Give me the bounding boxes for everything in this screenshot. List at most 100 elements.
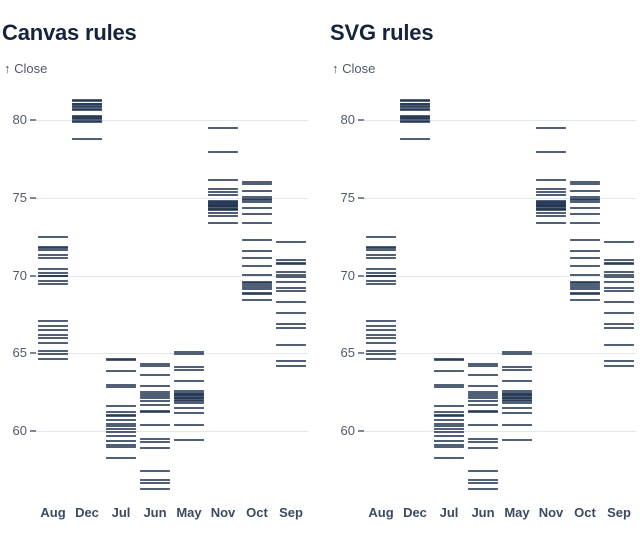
tick-mark — [276, 360, 306, 363]
tick-mark — [174, 423, 204, 426]
tick-mark — [502, 438, 532, 441]
tick-mark — [140, 478, 170, 481]
tick-mark — [208, 206, 238, 209]
tick-mark — [434, 440, 464, 443]
tick-mark — [276, 276, 306, 279]
tick-mark — [468, 363, 498, 366]
tick-mark — [276, 273, 306, 276]
tick-mark — [242, 195, 272, 198]
tick-mark — [366, 333, 396, 336]
gridline-75 — [364, 197, 636, 199]
tick-mark — [570, 273, 600, 276]
tick-mark — [434, 443, 464, 446]
tick-mark — [72, 115, 102, 118]
tick-mark — [570, 298, 600, 301]
tick-mark — [106, 430, 136, 433]
tick-mark — [140, 410, 170, 413]
tick-mark — [366, 283, 396, 286]
x-axis-label-oct: Oct — [246, 505, 268, 520]
tick-mark — [468, 478, 498, 481]
gridline-65 — [364, 353, 636, 355]
tick-mark — [366, 267, 396, 270]
tick-mark — [242, 257, 272, 260]
tick-mark — [434, 427, 464, 430]
tick-mark — [604, 290, 634, 293]
tick-mark — [604, 276, 634, 279]
tick-mark — [140, 365, 170, 368]
x-axis-label-sep: Sep — [279, 505, 303, 520]
tick-mark — [38, 253, 68, 256]
tick-mark — [276, 323, 306, 326]
tick-mark — [140, 363, 170, 366]
tick-mark — [366, 246, 396, 249]
y-axis-tick-label-80: 80 — [340, 112, 355, 127]
tick-mark — [174, 412, 204, 415]
tick-mark — [38, 357, 68, 360]
tick-mark — [208, 126, 238, 129]
tick-mark — [366, 353, 396, 356]
tick-mark — [366, 272, 396, 275]
tick-mark — [502, 366, 532, 369]
tick-mark — [468, 482, 498, 485]
x-axis-label-nov: Nov — [210, 505, 236, 520]
tick-mark — [242, 288, 272, 291]
tick-mark — [434, 430, 464, 433]
tick-mark — [502, 392, 532, 395]
tick-mark — [434, 357, 464, 360]
tick-mark — [468, 410, 498, 413]
tick-mark — [536, 206, 566, 209]
tick-mark — [276, 290, 306, 293]
tick-mark — [604, 323, 634, 326]
tick-mark — [72, 138, 102, 141]
tick-mark — [604, 258, 634, 261]
y-axis-title: ↑ Close — [4, 61, 48, 76]
y-axis-tick-dash — [358, 119, 364, 121]
tick-mark — [570, 182, 600, 185]
tick-mark — [106, 457, 136, 460]
gridline-70 — [36, 275, 308, 277]
tick-mark — [400, 118, 430, 121]
tick-mark — [570, 195, 600, 198]
tick-mark — [434, 410, 464, 413]
tick-mark — [276, 344, 306, 347]
tick-mark — [604, 311, 634, 314]
y-axis-tick-dash — [30, 352, 36, 355]
tick-mark — [208, 212, 238, 215]
y-axis-tick-dash — [30, 430, 36, 432]
tick-mark — [38, 246, 68, 249]
tick-mark — [434, 425, 464, 428]
tick-mark — [604, 300, 634, 303]
y-axis-tick-dash — [358, 430, 364, 432]
tick-mark — [140, 482, 170, 485]
tick-mark — [38, 342, 68, 345]
tick-mark — [468, 384, 498, 387]
tick-mark — [38, 349, 68, 352]
tick-mark — [38, 267, 68, 270]
tick-mark — [502, 407, 532, 410]
tick-mark — [366, 349, 396, 352]
tick-mark — [174, 351, 204, 354]
tick-mark — [366, 257, 396, 260]
y-axis-tick-dash — [30, 196, 36, 199]
tick-mark — [140, 447, 170, 450]
tick-mark — [174, 392, 204, 395]
tick-mark — [72, 99, 102, 102]
y-axis-tick-dash — [358, 352, 364, 355]
tick-mark — [174, 395, 204, 397]
tick-mark — [72, 105, 102, 108]
tick-mark — [106, 386, 136, 389]
tick-mark — [400, 99, 430, 102]
tick-mark — [276, 271, 306, 274]
tick-mark — [604, 262, 634, 265]
x-axis-label-jul: Jul — [439, 505, 459, 520]
tick-mark — [174, 380, 204, 383]
tick-mark — [366, 248, 396, 251]
tick-mark — [174, 402, 204, 404]
tick-mark — [570, 293, 600, 296]
y-axis-tick-label-75: 75 — [340, 189, 355, 205]
tick-mark — [106, 435, 136, 438]
tick-mark — [208, 215, 238, 218]
tick-mark — [106, 357, 136, 360]
tick-mark — [536, 126, 566, 129]
